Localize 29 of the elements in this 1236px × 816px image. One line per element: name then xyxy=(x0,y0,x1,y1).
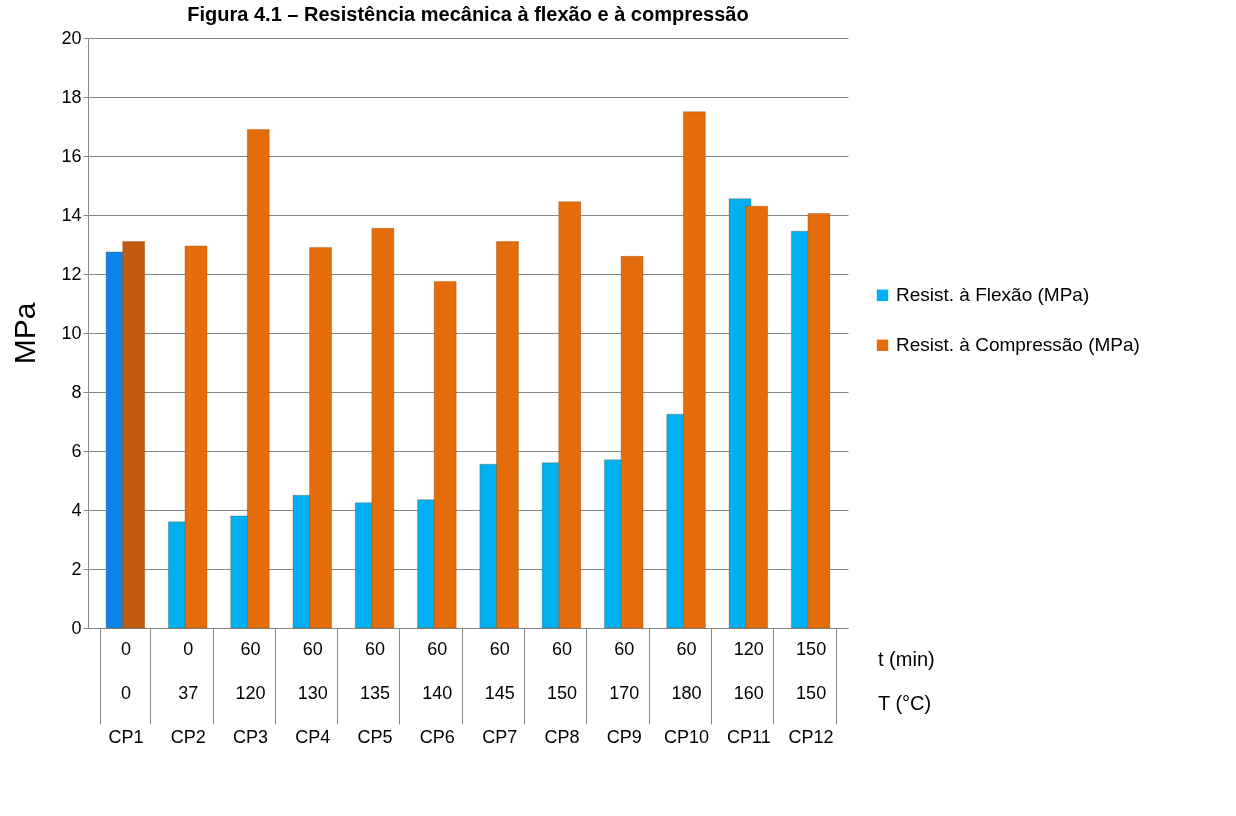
category-label: 150 150 CP12 xyxy=(788,638,834,747)
y-tick-label: 16 xyxy=(61,145,82,166)
legend-label: Resist. à Flexão (MPa) xyxy=(896,284,1090,306)
y-tick-label: 12 xyxy=(61,263,82,284)
y-tick-label: 8 xyxy=(71,381,82,402)
category-label: 120 160 CP11 xyxy=(726,638,771,747)
y-axis-title: MPa xyxy=(8,302,42,365)
category-label: 60 170 CP9 xyxy=(606,638,642,747)
category-label: 60 180 CP10 xyxy=(664,638,710,747)
y-tick-label: 4 xyxy=(71,499,82,520)
category-label: 0 37 CP2 xyxy=(170,638,206,747)
y-tick-label: 0 xyxy=(71,617,82,638)
category-label: 60 135 CP5 xyxy=(357,638,393,747)
category-label: 0 0 CP1 xyxy=(108,638,144,747)
chart-title: Figura 4.1 – Resistência mecânica à flexão e à compressão xyxy=(187,3,749,25)
y-tick-label: 2 xyxy=(71,558,82,579)
category-label: 60 120 CP3 xyxy=(232,638,268,747)
text: T (°C) xyxy=(878,692,932,714)
y-tick-label: 20 xyxy=(61,27,82,48)
category-label: 60 130 CP4 xyxy=(295,638,331,747)
y-tick-label: 14 xyxy=(61,204,82,225)
y-tick-label: 10 xyxy=(61,322,82,343)
category-label: 60 140 CP6 xyxy=(419,638,455,747)
category-label: 60 150 CP8 xyxy=(544,638,580,747)
y-tick-label: 6 xyxy=(71,440,82,461)
category-label: 60 145 CP7 xyxy=(482,638,518,747)
legend-label: Resist. à Compressão (MPa) xyxy=(896,334,1140,356)
text: t (min) xyxy=(878,648,935,670)
y-tick-label: 18 xyxy=(61,86,82,107)
